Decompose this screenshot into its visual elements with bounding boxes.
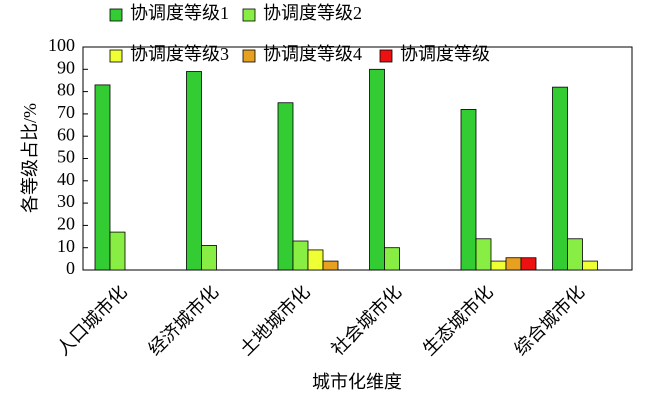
x-tick-label: 生态城市化 xyxy=(419,282,497,360)
legend-label: 协调度等级2 xyxy=(263,3,362,23)
legend-swatch xyxy=(242,8,256,22)
bar xyxy=(520,257,537,271)
plot-frame xyxy=(82,46,633,271)
x-axis-label: 城市化维度 xyxy=(312,372,402,392)
x-tick-label: 土地城市化 xyxy=(236,282,314,360)
bar xyxy=(322,260,339,271)
bar xyxy=(277,102,294,271)
x-tick-label: 人口城市化 xyxy=(53,282,131,360)
legend-swatch xyxy=(242,49,256,63)
bar xyxy=(475,238,492,271)
y-tick-label: 100 xyxy=(48,35,75,55)
bar xyxy=(384,247,400,271)
y-tick-label: 30 xyxy=(57,191,75,211)
bar xyxy=(460,109,477,271)
legend-label: 协调度等级 xyxy=(400,44,490,64)
bar xyxy=(109,231,126,271)
y-tick-label: 90 xyxy=(57,57,75,77)
y-tick-label: 20 xyxy=(57,214,75,234)
legend-swatch xyxy=(109,49,123,63)
bar xyxy=(505,257,522,271)
y-tick-label: 10 xyxy=(57,236,75,256)
legend-label: 协调度等级1 xyxy=(130,3,229,23)
bar xyxy=(490,260,507,271)
bar xyxy=(186,71,202,271)
y-tick-label: 50 xyxy=(57,147,75,167)
x-tick-label: 综合城市化 xyxy=(510,282,588,360)
y-axis-label: 各等级占比/% xyxy=(20,103,40,213)
bar xyxy=(94,84,111,271)
legend-label: 协调度等级3 xyxy=(130,44,229,64)
y-tick-label: 0 xyxy=(66,258,75,278)
legend-swatch xyxy=(109,8,123,22)
bar xyxy=(201,245,217,271)
x-tick-label: 经济城市化 xyxy=(144,282,222,360)
bar xyxy=(552,86,568,271)
bar xyxy=(369,68,385,271)
y-tick-label: 60 xyxy=(57,124,75,144)
bar xyxy=(292,240,309,271)
bar xyxy=(307,249,324,271)
y-tick-label: 40 xyxy=(57,169,75,189)
bar xyxy=(567,238,583,271)
legend-label: 协调度等级4 xyxy=(263,44,362,64)
bar xyxy=(582,260,598,271)
x-tick-label: 社会城市化 xyxy=(327,282,405,360)
y-tick-label: 70 xyxy=(57,102,75,122)
y-tick-label: 80 xyxy=(57,80,75,100)
legend-swatch xyxy=(379,49,393,63)
